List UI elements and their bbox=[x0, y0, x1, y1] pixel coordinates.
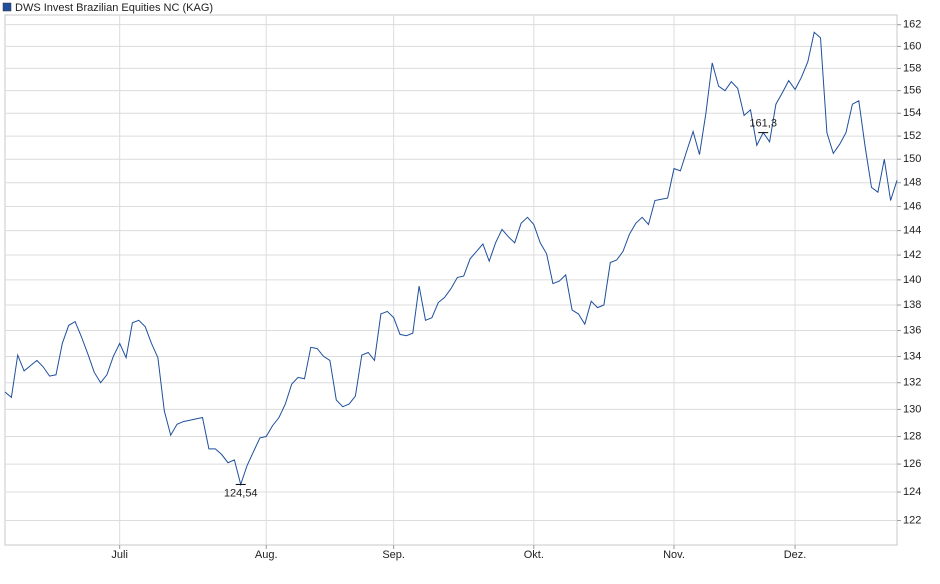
x-tick-label: Aug. bbox=[255, 549, 278, 561]
value-label: 161,3 bbox=[749, 118, 777, 130]
y-tick-label: 132 bbox=[903, 377, 921, 389]
y-tick-label: 134 bbox=[903, 350, 921, 362]
y-tick-label: 156 bbox=[903, 85, 921, 97]
y-tick-label: 144 bbox=[903, 225, 921, 237]
y-tick-label: 126 bbox=[903, 458, 921, 470]
y-tick-label: 154 bbox=[903, 107, 921, 119]
y-tick-label: 160 bbox=[903, 40, 921, 52]
x-tick-label: Juli bbox=[111, 549, 128, 561]
x-tick-label: Dez. bbox=[784, 549, 807, 561]
y-tick-label: 136 bbox=[903, 324, 921, 336]
value-label: 124,54 bbox=[224, 487, 258, 499]
y-tick-label: 122 bbox=[903, 514, 921, 526]
y-tick-label: 146 bbox=[903, 200, 921, 212]
legend-swatch bbox=[2, 2, 12, 12]
y-tick-label: 138 bbox=[903, 299, 921, 311]
y-tick-label: 128 bbox=[903, 430, 921, 442]
y-tick-label: 124 bbox=[903, 486, 921, 498]
y-tick-label: 140 bbox=[903, 274, 921, 286]
data-line bbox=[4, 31, 898, 487]
x-tick-label: Okt. bbox=[524, 549, 544, 561]
legend-label: DWS Invest Brazilian Equities NC (KAG) bbox=[15, 2, 213, 14]
y-tick-label: 150 bbox=[903, 153, 921, 165]
x-tick-label: Sep. bbox=[382, 549, 405, 561]
y-tick-label: 162 bbox=[903, 19, 921, 31]
y-tick-label: 130 bbox=[903, 403, 921, 415]
y-tick-label: 142 bbox=[903, 249, 921, 261]
x-tick-label: Nov. bbox=[663, 549, 685, 561]
y-tick-label: 148 bbox=[903, 177, 921, 189]
y-tick-label: 152 bbox=[903, 130, 921, 142]
y-tick-label: 158 bbox=[903, 62, 921, 74]
